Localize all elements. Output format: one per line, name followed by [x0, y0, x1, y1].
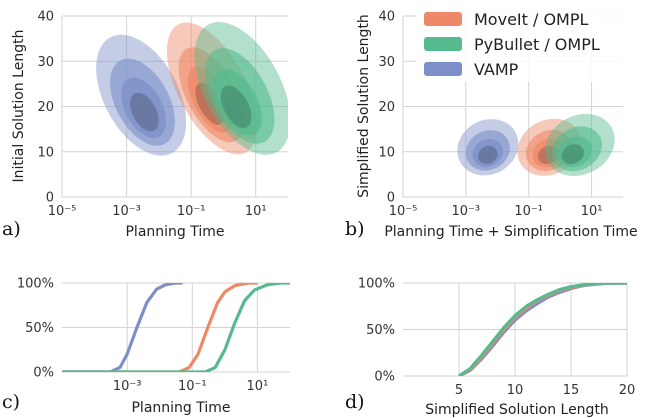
y-tick-label: 0 [387, 191, 395, 206]
legend: MoveIt / OMPL PyBullet / OMPL VAMP [416, 4, 626, 82]
y-tick-label: 0% [33, 366, 54, 381]
series-line-vamp [62, 283, 183, 372]
y-tick-label: 50% [366, 323, 395, 338]
x-tick-label: 10¹ [245, 204, 267, 219]
legend-label: VAMP [474, 60, 519, 79]
y-tick-label: 100% [17, 277, 54, 292]
density-vamp [96, 34, 187, 156]
panel-label-b: b) [345, 218, 365, 240]
x-tick-label: 5 [455, 383, 463, 398]
legend-swatch [424, 37, 462, 51]
density-level-5 [226, 100, 243, 122]
series-line-pybullet-ompl [62, 283, 290, 372]
series-line-pybullet-ompl [458, 283, 627, 376]
plot-area [62, 283, 290, 372]
y-tick-label: 40 [37, 10, 54, 25]
legend-swatch [424, 62, 462, 76]
x-axis-label: Planning Time + Simplification Time [384, 224, 637, 240]
x-axis-label: Planning Time [131, 400, 230, 416]
y-axis-label: Simplified Solution Length [356, 14, 372, 198]
y-tick-label: 0% [374, 370, 395, 385]
series-line-moveit-ompl [62, 283, 258, 372]
density-pybullet-ompl [545, 113, 615, 176]
legend-label: PyBullet / OMPL [474, 35, 600, 54]
x-tick-label: 10 [507, 383, 524, 398]
y-tick-label: 10 [37, 145, 54, 160]
y-tick-label: 30 [37, 55, 54, 70]
x-tick-label: 10⁻¹ [178, 379, 207, 394]
y-tick-label: 40 [378, 10, 395, 25]
y-tick-label: 20 [378, 100, 395, 115]
density-level-5 [138, 106, 153, 126]
x-tick-label: 20 [619, 383, 636, 398]
x-axis-label: Simplified Solution Length [425, 402, 609, 418]
density-level-5 [482, 152, 493, 162]
density-core [482, 152, 493, 162]
density-core [542, 152, 553, 162]
y-tick-label: 100% [358, 277, 395, 292]
legend-label: MoveIt / OMPL [474, 10, 589, 29]
x-tick-label: 10¹ [581, 204, 603, 219]
x-tick-label: 10⁻⁵ [389, 204, 418, 219]
x-tick-label: 10⁻⁵ [48, 204, 77, 219]
density-level-5 [565, 151, 577, 162]
x-tick-label: 10⁻¹ [177, 204, 206, 219]
panel-b: 10⁻⁵ 10⁻³ 10⁻¹ 10¹ 0 10 20 30 40 Planning Time + … [345, 10, 638, 241]
panel-a: 10⁻⁵ 10⁻³ 10⁻¹ 10¹ 0 10 20 30 40 Planning Time Ini… [2, 10, 288, 240]
density-core [138, 106, 153, 126]
density-level-5 [202, 96, 217, 118]
panel-label-a: a) [2, 218, 21, 240]
panel-label-c: c) [2, 391, 20, 413]
plot-area [96, 21, 288, 156]
y-tick-label: 20 [37, 100, 54, 115]
legend-swatch [424, 12, 462, 26]
y-tick-label: 50% [25, 321, 54, 336]
x-tick-label: 10⁻³ [112, 204, 141, 219]
y-tick-label: 30 [378, 55, 395, 70]
x-tick-label: 15 [563, 383, 580, 398]
panel-label-d: d) [345, 391, 365, 413]
density-core [565, 151, 577, 162]
y-axis-label: Initial Solution Length [11, 30, 27, 183]
density-core [202, 96, 217, 118]
x-axis-label: Planning Time [125, 224, 224, 240]
y-tick-label: 0 [46, 191, 54, 206]
panel-d: 5 10 15 20 0% 50% 100% Simplified Solution Leng… [345, 277, 635, 418]
panel-c: 10⁻³ 10⁻¹ 10¹ 0% 50% 100% Planning Time c) [2, 277, 290, 416]
x-tick-label: 10⁻³ [452, 204, 481, 219]
density-pybullet-ompl [194, 21, 288, 155]
density-level-5 [542, 152, 553, 162]
plot-area [457, 113, 615, 176]
x-tick-label: 10⁻³ [113, 379, 142, 394]
density-vamp [457, 119, 519, 176]
x-tick-label: 10¹ [247, 379, 269, 394]
x-tick-label: 10⁻¹ [514, 204, 543, 219]
density-core [226, 100, 243, 122]
plot-area [458, 283, 627, 376]
y-tick-label: 10 [378, 145, 395, 160]
